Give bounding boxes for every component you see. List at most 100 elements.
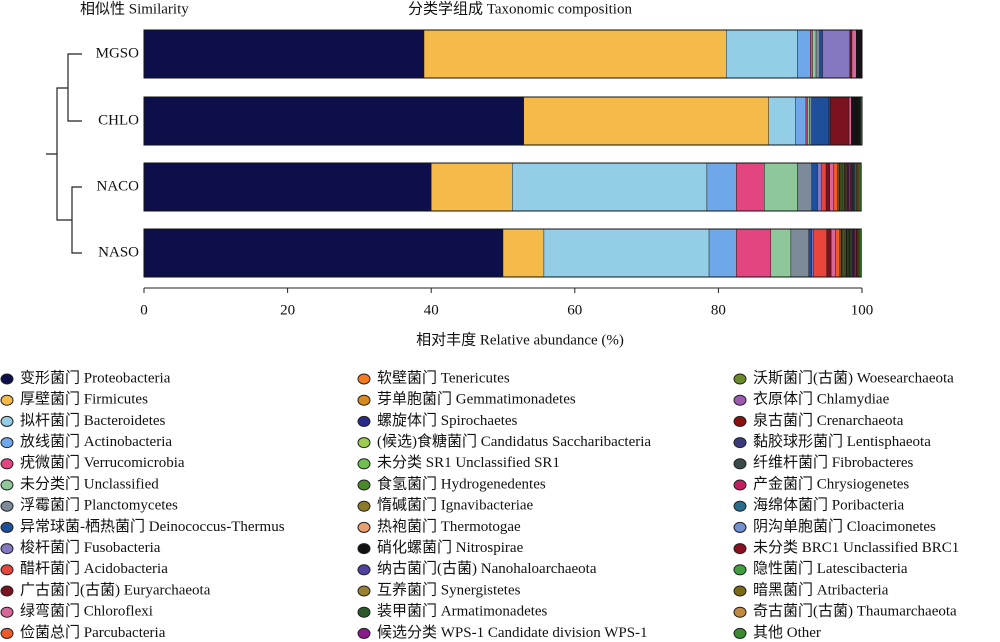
- legend-label: 候选分类 WPS-1 Candidate division WPS-1: [377, 624, 648, 641]
- bar-segment: [797, 29, 811, 79]
- legend-label: 未分类 BRC1 Unclassified BRC1: [753, 539, 959, 556]
- x-tick-label: 40: [424, 302, 439, 318]
- bar-segment: [770, 228, 792, 278]
- legend-label: 泉古菌门 Crenarchaeota: [753, 412, 904, 429]
- legend-label: 阴沟单胞菌门 Cloacimonetes: [753, 518, 936, 535]
- bar-segment: [706, 162, 737, 212]
- legend-label: 沃斯菌门(古菌) Woesearchaeota: [753, 369, 954, 386]
- bar-segment: [795, 96, 807, 146]
- bar-segment: [805, 96, 808, 146]
- legend-marker: [357, 415, 371, 427]
- legend-label: 产金菌门 Chrysiogenetes: [753, 475, 909, 492]
- bar-segment: [143, 96, 525, 146]
- x-tick-label: 100: [851, 302, 874, 318]
- legend-marker: [0, 373, 14, 385]
- legend-marker: [357, 543, 371, 555]
- legend-label: 醋杆菌门 Acidobacteria: [20, 560, 168, 577]
- legend-marker: [733, 394, 747, 406]
- legend-label: 未分类门 Unclassified: [20, 475, 159, 492]
- legend-marker: [357, 500, 371, 512]
- legend-marker: [0, 627, 14, 639]
- bar-segment: [811, 96, 830, 146]
- legend-marker: [0, 543, 14, 555]
- legend-label: 厚壁菌门 Firmicutes: [20, 391, 148, 408]
- bar-outline: [143, 228, 862, 278]
- legend-label: 广古菌门(古菌) Euryarchaeota: [20, 581, 211, 598]
- bar-segment: [830, 96, 850, 146]
- x-tick-label: 20: [280, 302, 295, 318]
- legend-marker: [0, 606, 14, 618]
- legend-marker: [0, 437, 14, 449]
- legend-marker: [733, 543, 747, 555]
- legend-marker: [357, 521, 371, 533]
- legend-label: (候选)食糖菌门 Candidatus Saccharibacteria: [377, 433, 651, 450]
- bar-segment: [830, 228, 836, 278]
- legend-label: 热袍菌门 Thermotogae: [377, 518, 521, 535]
- legend-label: 隐性菌门 Latescibacteria: [753, 560, 908, 577]
- legend-marker: [0, 521, 14, 533]
- legend-marker: [733, 564, 747, 576]
- bar-segment: [829, 162, 834, 212]
- legend-marker: [0, 585, 14, 597]
- x-tick-label: 0: [140, 302, 148, 318]
- legend-marker: [357, 564, 371, 576]
- bar-segment: [512, 162, 708, 212]
- bar-segment: [708, 228, 737, 278]
- legend-marker: [0, 500, 14, 512]
- legend-marker: [0, 394, 14, 406]
- bar-outline: [143, 96, 863, 146]
- bar-segment: [726, 29, 798, 79]
- bar-segment: [143, 228, 504, 278]
- bar-segment: [812, 29, 817, 79]
- legend-label: 俭菌总门 Parcubacteria: [20, 624, 166, 641]
- legend-marker: [357, 458, 371, 470]
- bar-segment: [809, 96, 812, 146]
- bar-segment: [815, 29, 820, 79]
- bar-segment: [821, 162, 827, 212]
- bar-segment: [810, 29, 813, 79]
- bar-segment: [807, 96, 810, 146]
- legend-label: 绿弯菌门 Chloroflexi: [20, 603, 153, 620]
- legend-marker: [733, 585, 747, 597]
- bar-segment: [850, 29, 853, 79]
- bar-segment: [764, 162, 798, 212]
- legend-marker: [357, 606, 371, 618]
- bar-segment: [822, 29, 850, 79]
- legend-marker: [733, 479, 747, 491]
- legend-marker: [733, 606, 747, 618]
- legend-label: 惰碱菌门 Ignavibacteriae: [377, 497, 534, 514]
- x-tick-label: 80: [711, 302, 726, 318]
- bar-segment: [812, 228, 828, 278]
- bar-segment: [143, 29, 425, 79]
- bar-outline: [143, 162, 862, 212]
- legend-marker: [733, 437, 747, 449]
- bar-segment: [817, 162, 822, 212]
- bar-segment: [826, 228, 832, 278]
- legend-label: 芽单胞菌门 Gemmatimonadetes: [377, 391, 576, 408]
- legend-label: 梭杆菌门 Fusobacteria: [20, 538, 161, 556]
- legend-label: 硝化螺菌门 Nitrospirae: [377, 539, 524, 556]
- dendrogram-title: 相似性 Similarity: [80, 0, 189, 17]
- bar-segment: [790, 228, 810, 278]
- legend-label: 螺旋体门 Spirochaetes: [377, 412, 518, 429]
- legend-label: 浮霉菌门 Planctomycetes: [20, 497, 178, 514]
- category-label: CHLO: [98, 112, 139, 128]
- legend-marker: [0, 564, 14, 576]
- bar-segment: [423, 29, 727, 79]
- legend-label: 暗黑菌门 Atribacteria: [753, 581, 889, 598]
- legend-marker: [733, 373, 747, 385]
- legend-marker: [357, 373, 371, 385]
- bar-segment: [797, 162, 812, 212]
- legend-label: 装甲菌门 Armatimonadetes: [377, 603, 548, 620]
- bar-segment: [833, 162, 838, 212]
- legend-label: 纤维杆菌门 Fibrobacteres: [753, 454, 914, 471]
- x-axis-label: 相对丰度 Relative abundance (%): [416, 331, 624, 348]
- bar-segment: [825, 162, 830, 212]
- bar-outline: [143, 29, 863, 79]
- legend-label: 纳古菌门(古菌) Nanohaloarchaeota: [377, 560, 597, 577]
- bar-segment: [523, 96, 769, 146]
- bar-segment: [811, 228, 814, 278]
- legend-label: 其他 Other: [753, 624, 821, 641]
- legend-label: 变形菌门 Proteobacteria: [20, 369, 171, 386]
- bar-segment: [143, 162, 432, 212]
